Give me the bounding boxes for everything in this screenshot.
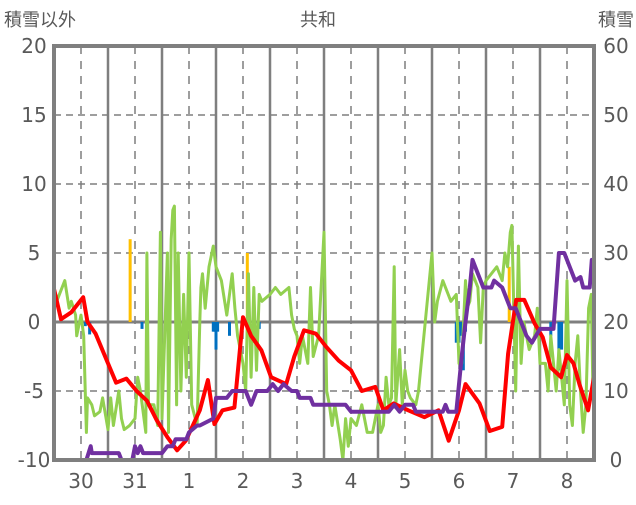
blue-bar: [214, 322, 218, 350]
y-right-tick-label: 20: [603, 310, 628, 334]
red-line: [52, 288, 596, 453]
y-right-tick-label: 60: [603, 34, 628, 58]
purple-line: [54, 251, 594, 462]
y-right-tick-label: 0: [610, 448, 623, 472]
y-right-tick-label: 30: [603, 241, 628, 265]
y-left-tick-label: 10: [21, 172, 46, 196]
plot-frame: [52, 44, 596, 462]
blue-bar: [557, 322, 561, 371]
x-tick-label: 3: [291, 469, 304, 493]
x-tick-label: 31: [122, 469, 147, 493]
x-tick-label: 1: [183, 469, 196, 493]
y-left-tick-label: 20: [21, 34, 46, 58]
blue-bar: [560, 322, 564, 350]
blue-bar: [211, 322, 215, 332]
orange-bar: [507, 266, 511, 322]
blue-bar: [228, 322, 231, 336]
left-axis-title: 積雪以外: [4, 10, 76, 31]
chart-title: 共和: [300, 10, 336, 31]
y-left-tick-label: -10: [18, 448, 51, 472]
x-tick-label: 2: [237, 469, 250, 493]
x-tick-label: 4: [345, 469, 358, 493]
y-right-tick-label: 40: [603, 172, 628, 196]
orange-bar: [128, 239, 132, 322]
right-axis-title: 積雪: [598, 10, 634, 31]
y-left-tick-label: 5: [28, 241, 41, 265]
x-tick-label: 7: [507, 469, 520, 493]
x-tick-label: 6: [453, 469, 466, 493]
blue-bar: [216, 322, 220, 332]
tick-labels: 20 60 15 50 10 40 5 30 0 20 -5 10 -10 0 30 31 1 2 3 4 5 6 7 8: [18, 34, 629, 493]
y-right-tick-label: 10: [603, 379, 628, 403]
y-left-tick-label: 15: [21, 103, 46, 127]
y-left-tick-label: -5: [24, 379, 44, 403]
green-line: [52, 204, 595, 462]
y-left-tick-label: 0: [28, 310, 41, 334]
blue-bar: [83, 322, 87, 327]
x-tick-label: 5: [399, 469, 412, 493]
x-tick-label: 30: [68, 469, 93, 493]
lines: [52, 204, 596, 462]
blue-bar: [460, 322, 464, 336]
x-tick-label: 8: [561, 469, 574, 493]
blue-bar: [140, 322, 144, 329]
y-right-tick-label: 50: [603, 103, 628, 127]
